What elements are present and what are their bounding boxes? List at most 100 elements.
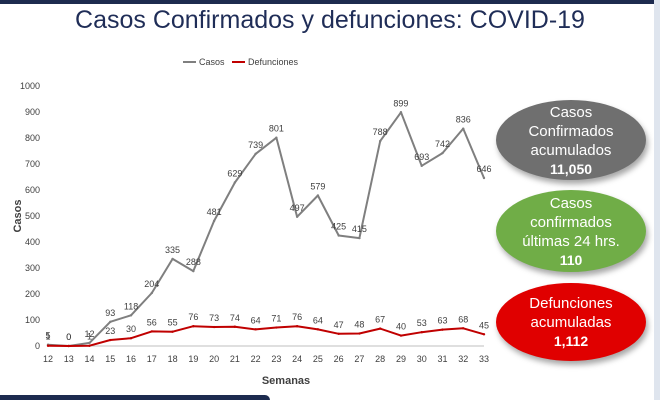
data-label: 335 (165, 245, 180, 255)
data-point (192, 269, 195, 273)
data-label: 73 (209, 313, 219, 323)
data-label: 0 (66, 332, 71, 342)
data-label: 53 (417, 318, 427, 328)
data-point (88, 341, 91, 345)
top-bar (0, 0, 660, 4)
series-line-casos (47, 111, 485, 347)
data-point (482, 333, 486, 336)
data-point (109, 320, 112, 324)
data-point (150, 330, 154, 333)
data-label: 579 (310, 181, 325, 191)
data-label: 118 (124, 301, 138, 311)
data-point (378, 139, 382, 143)
data-label: 5 (45, 331, 50, 341)
data-label: 74 (230, 313, 240, 323)
data-label: 801 (269, 124, 284, 134)
data-point (254, 152, 257, 156)
data-label: 693 (414, 152, 429, 162)
data-point (441, 328, 444, 331)
data-label: 1 (87, 332, 92, 342)
data-label: 67 (375, 315, 385, 325)
data-point (295, 215, 299, 218)
bubble-defunciones-acumuladas: Defunciones acumuladas 1,112 (496, 283, 646, 361)
data-label: 788 (373, 127, 388, 137)
bubble-defunciones-value: 1,112 (553, 333, 589, 349)
x-tick-label: 18 (168, 354, 178, 364)
data-label: 646 (476, 164, 491, 174)
data-label: 55 (168, 318, 178, 328)
data-label: 0 (66, 332, 71, 342)
right-edge (654, 0, 660, 400)
data-point (275, 136, 278, 139)
x-tick-label: 20 (209, 354, 219, 364)
data-label: 836 (456, 115, 471, 125)
data-label: 204 (144, 279, 159, 289)
data-point (109, 338, 112, 342)
x-tick-label: 29 (396, 354, 406, 364)
x-tick-label: 24 (292, 354, 302, 364)
data-point (420, 331, 423, 334)
data-label: 76 (292, 312, 302, 322)
x-tick-label: 26 (334, 354, 344, 364)
x-tick-label: 21 (230, 354, 240, 364)
data-point (337, 332, 340, 335)
x-tick-label: 31 (437, 354, 447, 364)
y-tick-label: 1000 (20, 81, 40, 91)
x-tick-label: 30 (417, 354, 427, 364)
data-label: 12 (85, 329, 95, 339)
data-label: 76 (188, 312, 198, 322)
data-point (482, 176, 486, 180)
x-tick-label: 22 (251, 354, 261, 364)
x-tick-label: 28 (375, 354, 385, 364)
data-point (316, 194, 320, 197)
x-tick-label: 12 (43, 354, 53, 364)
data-point (462, 327, 465, 330)
data-label: 63 (437, 316, 447, 326)
x-tick-label: 27 (354, 354, 364, 364)
data-label: 68 (458, 314, 468, 324)
x-tick-label: 16 (126, 354, 136, 364)
data-point (254, 328, 257, 331)
data-label: 64 (313, 315, 323, 325)
data-point (358, 332, 361, 335)
data-label: 45 (479, 320, 489, 330)
data-label: 288 (186, 257, 201, 267)
bubble-casos-acumulados: Casos Confirmados acumulados 11,050 (496, 100, 646, 180)
data-point (46, 344, 50, 347)
x-tick-label: 19 (188, 354, 198, 364)
data-label: 56 (147, 317, 157, 327)
x-tick-label: 25 (313, 354, 323, 364)
data-point (358, 236, 361, 240)
chart-title: Casos Confirmados y defunciones: COVID-1… (75, 6, 585, 34)
y-tick-label: 100 (25, 315, 40, 325)
y-tick-label: 600 (25, 185, 40, 195)
data-label: 742 (435, 139, 450, 149)
data-point (295, 325, 299, 328)
bottom-bar (0, 395, 270, 400)
x-tick-label: 15 (105, 354, 115, 364)
data-point (150, 291, 154, 295)
data-label: 497 (290, 203, 305, 213)
data-point (399, 111, 403, 114)
data-point (171, 257, 174, 261)
data-point (88, 344, 91, 347)
legend-label-1: Defunciones (248, 57, 299, 67)
data-label: 64 (251, 315, 261, 325)
bubble-casos-24hrs-value: 110 (559, 251, 583, 268)
bubble-casos-acumulados-value: 11,050 (549, 160, 593, 177)
data-label: 415 (352, 224, 367, 234)
data-point (275, 326, 278, 329)
bubble-casos-24hrs: Casos confirmados últimas 24 hrs. 110 (496, 190, 646, 272)
y-axis-label: Casos (12, 199, 24, 232)
data-point (420, 164, 423, 168)
data-point (129, 314, 133, 317)
data-point (67, 344, 70, 348)
data-point (129, 337, 133, 340)
data-label: 47 (334, 320, 344, 330)
data-point (212, 219, 216, 223)
y-tick-label: 400 (25, 237, 40, 247)
data-point (399, 334, 403, 337)
x-axis-label: Semanas (262, 375, 310, 387)
data-point (441, 151, 444, 155)
y-tick-label: 500 (25, 211, 40, 221)
